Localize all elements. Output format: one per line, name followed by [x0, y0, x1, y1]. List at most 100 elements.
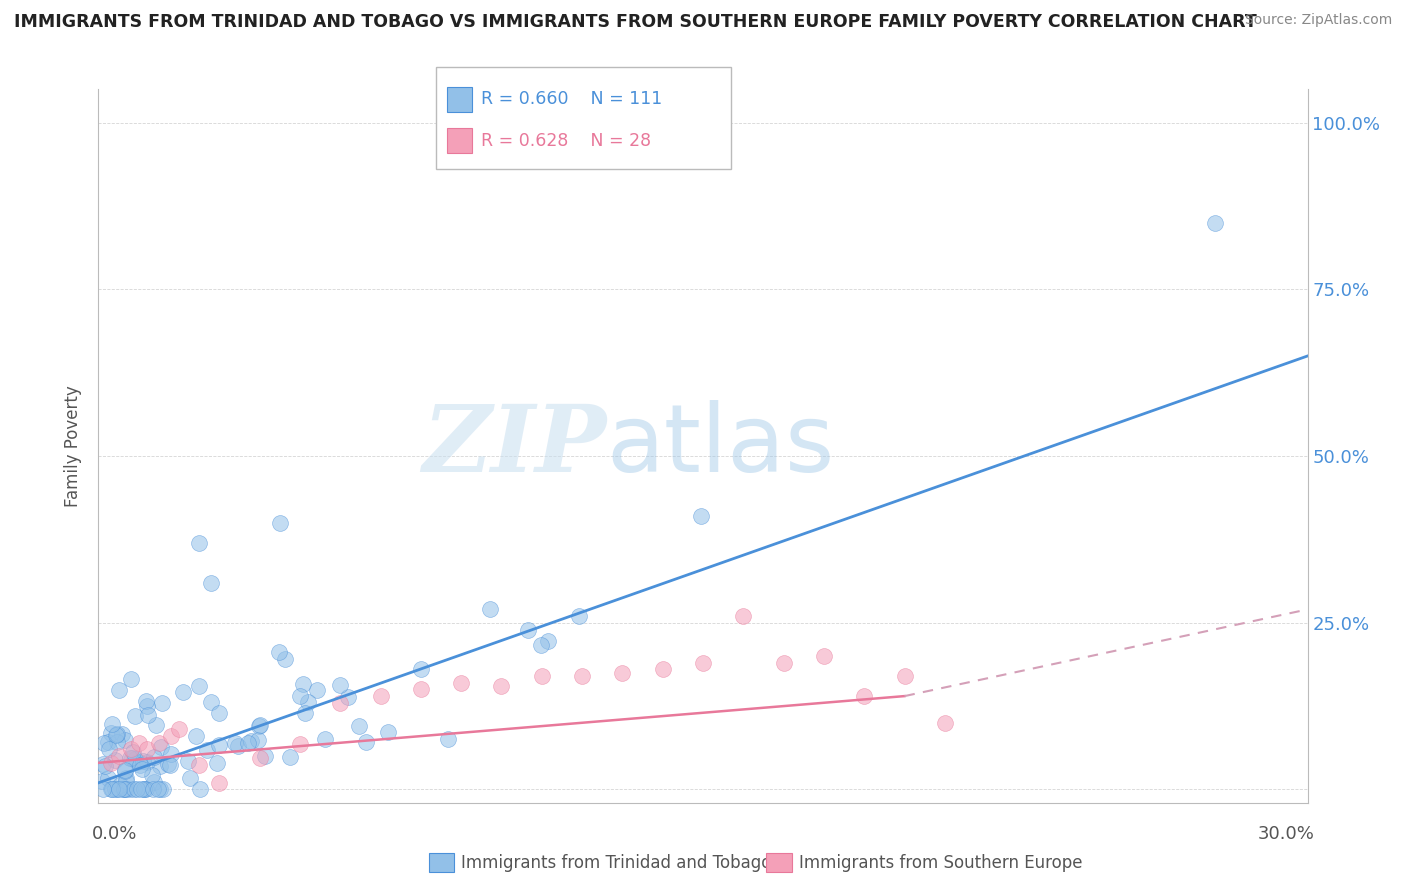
Point: [254, 749, 277, 764]
Point: [111, 782, 134, 797]
Point: [179, 771, 201, 785]
Text: Immigrants from Southern Europe: Immigrants from Southern Europe: [799, 855, 1083, 872]
Point: [195, 743, 218, 757]
Point: [893, 669, 915, 683]
Point: [329, 696, 352, 710]
Point: [188, 535, 211, 549]
Point: [114, 782, 136, 797]
Point: [247, 732, 270, 747]
Point: [121, 751, 143, 765]
Point: [813, 649, 835, 664]
Point: [122, 746, 145, 760]
Point: [188, 758, 211, 772]
Point: [157, 756, 180, 771]
Point: [149, 740, 172, 755]
Point: [1204, 216, 1226, 230]
Point: [143, 774, 166, 789]
Point: [437, 731, 460, 746]
Point: [97, 771, 120, 785]
Point: [101, 716, 124, 731]
Point: [100, 782, 122, 797]
Point: [491, 679, 513, 693]
Point: [120, 673, 142, 687]
Point: [104, 752, 127, 766]
Point: [571, 669, 593, 683]
Point: [112, 782, 135, 797]
Text: atlas: atlas: [606, 400, 835, 492]
Point: [200, 575, 222, 590]
Point: [152, 782, 174, 797]
Point: [128, 757, 150, 772]
Point: [167, 723, 190, 737]
Y-axis label: Family Poverty: Family Poverty: [65, 385, 83, 507]
Point: [93, 736, 115, 750]
Point: [149, 759, 172, 773]
Point: [111, 727, 134, 741]
Point: [136, 707, 159, 722]
Point: [249, 717, 271, 731]
Point: [132, 782, 155, 797]
Point: [97, 742, 120, 756]
Point: [200, 695, 222, 709]
Point: [101, 782, 124, 797]
Point: [149, 782, 172, 797]
Point: [132, 754, 155, 768]
Point: [107, 782, 129, 797]
Point: [517, 623, 540, 637]
Point: [141, 768, 163, 782]
Point: [105, 735, 128, 749]
Point: [135, 755, 157, 769]
Point: [120, 751, 142, 765]
Point: [150, 696, 173, 710]
Point: [184, 729, 207, 743]
Point: [104, 782, 127, 797]
Point: [188, 782, 211, 797]
Point: [124, 709, 146, 723]
Point: [267, 645, 290, 659]
Point: [249, 751, 271, 765]
Text: Immigrants from Trinidad and Tobago: Immigrants from Trinidad and Tobago: [461, 855, 772, 872]
Point: [146, 782, 169, 797]
Point: [136, 698, 159, 713]
Point: [115, 772, 138, 786]
Point: [160, 729, 183, 743]
Point: [148, 736, 170, 750]
Point: [159, 758, 181, 772]
Point: [354, 735, 377, 749]
Point: [159, 747, 181, 761]
Point: [530, 638, 553, 652]
Point: [612, 665, 634, 680]
Point: [91, 774, 114, 789]
Point: [114, 763, 136, 777]
Point: [226, 739, 249, 753]
Point: [107, 749, 129, 764]
Text: IMMIGRANTS FROM TRINIDAD AND TOBAGO VS IMMIGRANTS FROM SOUTHERN EUROPE FAMILY PO: IMMIGRANTS FROM TRINIDAD AND TOBAGO VS I…: [14, 13, 1257, 31]
Point: [114, 733, 136, 747]
Point: [224, 736, 246, 750]
Point: [134, 782, 156, 797]
Text: 30.0%: 30.0%: [1258, 825, 1315, 843]
Point: [172, 685, 194, 699]
Point: [208, 706, 231, 721]
Point: [307, 683, 329, 698]
Point: [692, 656, 714, 670]
Point: [530, 669, 553, 683]
Point: [145, 718, 167, 732]
Point: [127, 756, 149, 770]
Point: [772, 656, 794, 670]
Point: [409, 682, 432, 697]
Point: [115, 774, 138, 789]
Point: [294, 706, 316, 720]
Point: [733, 609, 755, 624]
Point: [120, 742, 142, 756]
Point: [273, 651, 295, 665]
Point: [278, 750, 301, 764]
Text: R = 0.628    N = 28: R = 0.628 N = 28: [481, 132, 651, 150]
Point: [97, 735, 120, 749]
Point: [288, 690, 311, 704]
Point: [105, 782, 128, 797]
Point: [247, 719, 270, 733]
Point: [135, 782, 157, 797]
Point: [100, 725, 122, 739]
Point: [129, 782, 152, 797]
